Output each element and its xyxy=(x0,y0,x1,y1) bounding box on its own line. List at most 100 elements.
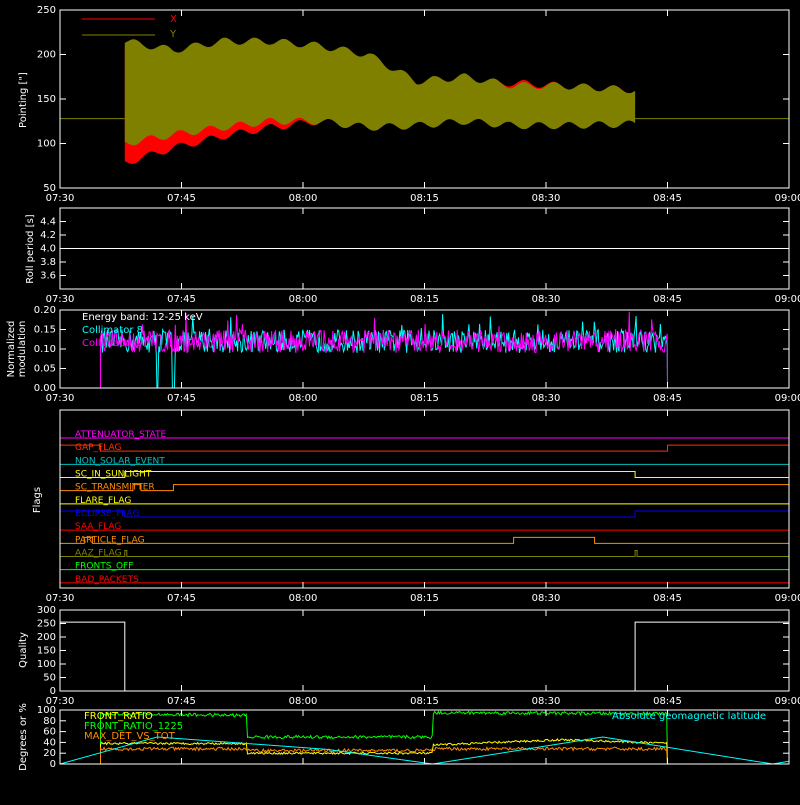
legend-collimator-8: Collimator 8 xyxy=(82,325,143,336)
x-tick-label: 07:30 xyxy=(46,593,75,604)
y-tick-label: 0.15 xyxy=(34,325,56,336)
legend-collimator-9: Collimator 9 xyxy=(82,338,143,349)
modulation-ylabel-1: Normalized xyxy=(6,321,17,378)
ratio-series xyxy=(60,710,789,765)
ratios-ylabel: Degrees or % xyxy=(18,703,29,771)
quality-data xyxy=(60,621,789,692)
x-tick-label: 08:00 xyxy=(289,593,318,604)
flag-label: PARTICLE_FLAG xyxy=(75,535,145,545)
x-tick-label: 07:30 xyxy=(46,696,75,707)
y-tick-label: 50 xyxy=(43,183,56,194)
flag-label: AAZ_FLAG xyxy=(75,549,122,559)
flag-label: SC_TRANSMITTER xyxy=(75,483,155,493)
legend-y-label: Y xyxy=(169,29,177,40)
x-tick-label: 08:30 xyxy=(532,696,561,707)
flag-label: ECLIPSE_FLAG xyxy=(75,509,139,519)
x-tick-label: 08:45 xyxy=(653,393,682,404)
y-tick-label: 0 xyxy=(50,759,56,770)
x-tick-label: 08:30 xyxy=(532,294,561,305)
x-tick-label: 09:00 xyxy=(775,393,800,404)
y-tick-label: 4.0 xyxy=(40,244,56,255)
flag-trace xyxy=(59,510,790,518)
x-tick-label: 08:15 xyxy=(410,593,439,604)
x-tick-label: 07:45 xyxy=(167,593,196,604)
y-tick-label: 100 xyxy=(37,659,56,670)
y-tick-label: 80 xyxy=(43,716,56,727)
flag-trace xyxy=(60,471,789,478)
y-tick-label: 100 xyxy=(37,705,56,716)
x-tick-label: 08:00 xyxy=(289,294,318,305)
modulation-data xyxy=(60,311,789,389)
y-tick-label: 150 xyxy=(37,94,56,105)
flag-trace xyxy=(60,536,789,544)
modulation-series-collimator-8 xyxy=(60,314,789,389)
y-tick-label: 0.10 xyxy=(34,344,56,355)
pointing-band-y xyxy=(124,37,636,146)
y-tick-label: 0.00 xyxy=(34,383,56,394)
ratio-series xyxy=(60,738,789,765)
x-tick-label: 08:15 xyxy=(410,294,439,305)
y-tick-label: 60 xyxy=(43,727,56,738)
y-tick-label: 100 xyxy=(37,139,56,150)
flags-data: ATTENUATOR_STATE GAP_FLAG NON_SOLAR_EVENT S… xyxy=(59,430,790,585)
x-tick-label: 09:00 xyxy=(775,696,800,707)
flags-axes: 07:30 07:45 08:00 08:15 08:30 08:45 09:00 xyxy=(46,410,800,604)
y-tick-label: 40 xyxy=(43,737,56,748)
pointing-ylabel: Pointing ["] xyxy=(18,72,29,128)
x-tick-label: 08:30 xyxy=(532,593,561,604)
flag-label: NON_SOLAR_EVENT xyxy=(75,456,165,466)
x-tick-label: 08:45 xyxy=(653,294,682,305)
x-tick-label: 08:45 xyxy=(653,696,682,707)
x-tick-label: 07:30 xyxy=(46,193,75,204)
x-tick-label: 08:00 xyxy=(289,696,318,707)
x-tick-label: 08:45 xyxy=(653,193,682,204)
flags-ylabel: Flags xyxy=(32,487,43,513)
panel-pointing: 07:30 07:45 08:00 08:15 08:30 08:45 09:00 50 100… xyxy=(18,5,800,204)
pointing-legend: X Y xyxy=(82,14,177,40)
flag-label: GAP_FLAG xyxy=(75,443,121,453)
flags-frame xyxy=(59,409,790,589)
y-tick-label: 200 xyxy=(37,50,56,61)
x-tick-label: 07:45 xyxy=(167,393,196,404)
x-tick-label: 07:30 xyxy=(46,294,75,305)
ratio-series xyxy=(60,745,789,765)
x-tick-label: 08:30 xyxy=(532,193,561,204)
legend-x-label: X xyxy=(170,14,177,25)
legend-front-ratio: FRONT_RATIO xyxy=(84,711,153,722)
x-tick-label: 08:15 xyxy=(410,193,439,204)
modulation-ylabel-2: modulation xyxy=(17,321,28,378)
flag-label: SAA_FLAG xyxy=(75,522,121,532)
flag-label: SC_IN_SUNLIGHT xyxy=(75,470,152,480)
y-tick-label: 0.20 xyxy=(34,305,56,316)
y-tick-label: 4.4 xyxy=(40,217,56,228)
roll-axes: 07:30 07:45 08:00 08:15 08:30 08:45 09:00 3.6 3.… xyxy=(40,208,800,305)
y-tick-label: 50 xyxy=(43,673,56,684)
flag-label: ATTENUATOR_STATE xyxy=(75,430,167,440)
flag-trace xyxy=(60,484,790,492)
x-tick-label: 08:45 xyxy=(653,593,682,604)
modulation-axes: 07:30 07:45 08:00 08:15 08:30 08:45 09:00 0.00 0… xyxy=(34,305,800,404)
x-tick-label: 09:00 xyxy=(775,193,800,204)
panel-roll-period: 07:30 07:45 08:00 08:15 08:30 08:45 09:00 3.6 3.… xyxy=(25,207,800,305)
y-tick-label: 250 xyxy=(37,619,56,630)
x-tick-label: 08:30 xyxy=(532,393,561,404)
x-tick-label: 08:15 xyxy=(410,393,439,404)
quality-line xyxy=(60,621,789,692)
panel-quality: 07:30 07:45 08:00 08:15 08:30 08:45 09:00 0 50 10… xyxy=(18,605,800,707)
quality-ylabel: Quality xyxy=(18,632,29,668)
panel-modulation: 07:30 07:45 08:00 08:15 08:30 08:45 09:00 0.00 0… xyxy=(6,305,800,404)
legend-geomagnetic-latitude: Absolute geomagnetic latitude xyxy=(612,711,766,722)
y-tick-label: 300 xyxy=(37,605,56,616)
flag-label: FLARE_FLAG xyxy=(75,496,131,506)
y-tick-label: 4.2 xyxy=(40,230,56,241)
y-tick-label: 0.05 xyxy=(34,364,56,375)
pointing-axes: 07:30 07:45 08:00 08:15 08:30 08:45 09:00 50 100… xyxy=(37,5,800,204)
legend-front-ratio-1225: FRONT_RATIO_1225 xyxy=(84,721,183,732)
legend-max-det-vs-tot: MAX_DET_VS_TOT xyxy=(84,731,176,742)
flag-label: FRONTS_OFF xyxy=(75,562,133,572)
roll-ylabel: Roll period [s] xyxy=(25,214,36,283)
x-tick-label: 07:30 xyxy=(46,393,75,404)
